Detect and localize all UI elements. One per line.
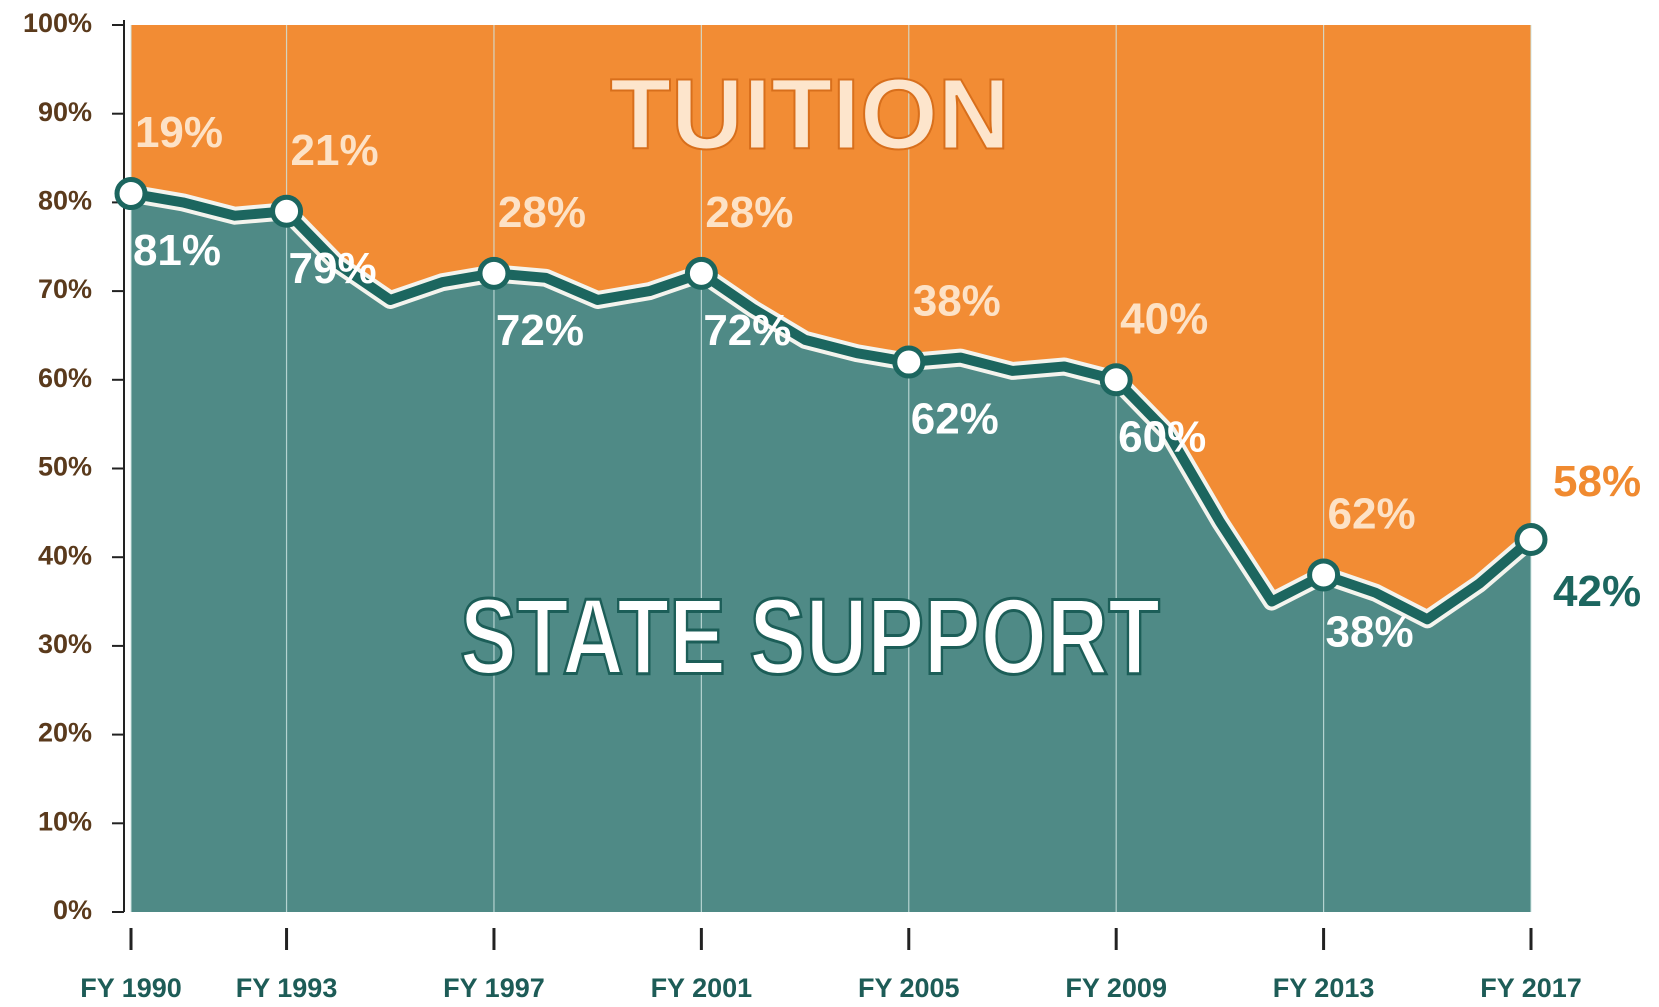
data-label: 40% [1120, 294, 1208, 343]
y-tick-label: 40% [38, 540, 92, 570]
y-tick-label: 0% [53, 895, 92, 925]
line [130, 188, 1535, 625]
area [131, 25, 1531, 620]
x-tick-label: FY 1990 [80, 973, 182, 1003]
y-tick-label: 80% [38, 186, 92, 216]
area [131, 193, 1531, 912]
data-label: 62% [1328, 490, 1416, 539]
legend-label: STATE SUPPORT [460, 576, 1160, 697]
data-label: 38% [1326, 608, 1414, 657]
data-label: 38% [913, 277, 1001, 326]
data-label: 72% [496, 306, 584, 355]
y-tick-label: 30% [38, 629, 92, 659]
x-tick-label: FY 2013 [1273, 973, 1375, 1003]
legend-label: TUITION [610, 58, 1010, 170]
data-label: 42% [1553, 567, 1641, 616]
data-label: 28% [705, 188, 793, 237]
y-tick-label: 50% [38, 452, 92, 482]
data-label: 72% [703, 306, 791, 355]
y-tick-label: 100% [23, 8, 92, 38]
data-label: 28% [498, 188, 586, 237]
data-label: 19% [135, 108, 223, 157]
marker [684, 256, 718, 290]
x-tick-label: FY 2001 [651, 973, 753, 1003]
marker [477, 256, 511, 290]
data-label: 21% [291, 126, 379, 175]
marker [114, 177, 148, 211]
x-tick-label: FY 2009 [1065, 973, 1167, 1003]
y-tick-label: 20% [38, 718, 92, 748]
marker [1099, 363, 1133, 397]
x-tick-label: FY 2005 [858, 973, 960, 1003]
y-tick-label: 60% [38, 363, 92, 393]
y-tick-label: 90% [38, 97, 92, 127]
data-label: 79% [289, 244, 377, 293]
data-label: 60% [1118, 412, 1206, 461]
y-tick-label: 10% [38, 806, 92, 836]
data-label: 58% [1553, 457, 1641, 506]
data-label: 81% [133, 226, 221, 275]
marker [892, 345, 926, 379]
x-tick-label: FY 2017 [1480, 973, 1582, 1003]
marker [270, 194, 304, 228]
data-label: 62% [911, 395, 999, 444]
marker [1307, 558, 1341, 592]
x-tick-label: FY 1997 [443, 973, 545, 1003]
x-tick-label: FY 1993 [236, 973, 338, 1003]
marker [1514, 522, 1548, 556]
y-tick-label: 70% [38, 274, 92, 304]
